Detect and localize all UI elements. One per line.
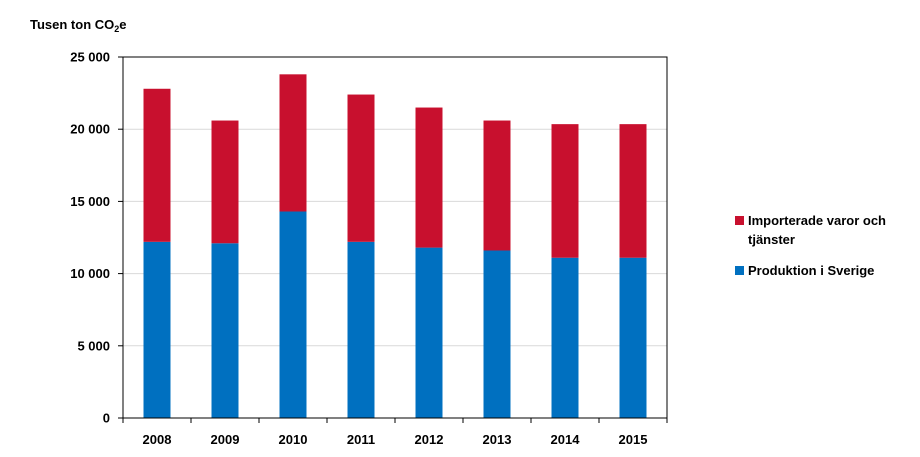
legend-label-production: Produktion i Sverige — [748, 263, 875, 278]
bar-production — [483, 250, 511, 418]
y-tick-labels: 0 5 000 10 000 15 000 20 000 25 000 — [70, 50, 110, 426]
x-tick-labels: 2008 2009 2010 2011 2012 2013 2014 2015 — [143, 432, 648, 447]
legend-item-import: Importerade varor och tjänster — [735, 211, 915, 249]
x-tick-label: 2015 — [619, 432, 648, 447]
y-axis-label-subscript: 2 — [114, 24, 119, 34]
bar-production — [143, 241, 171, 418]
y-axis-label-main: Tusen ton CO — [30, 17, 114, 32]
y-tick-label: 25 000 — [70, 50, 110, 65]
bar-production — [619, 257, 647, 418]
bar-production — [211, 243, 239, 418]
y-tick-label: 10 000 — [70, 266, 110, 281]
legend-label-import: Importerade varor och tjänster — [748, 213, 886, 247]
bar-import — [211, 120, 239, 244]
legend-swatch-import — [735, 216, 744, 225]
bar-import — [483, 120, 511, 251]
legend-swatch-production — [735, 266, 744, 275]
bar-import — [551, 124, 579, 258]
y-tick-label: 5 000 — [77, 338, 110, 353]
legend-item-production: Produktion i Sverige — [735, 261, 915, 280]
y-axis-label: Tusen ton CO2e — [30, 17, 127, 34]
bar-production — [347, 241, 375, 418]
bar-production — [415, 247, 443, 418]
bar-import — [279, 74, 307, 212]
y-tick-label: 15 000 — [70, 194, 110, 209]
x-tick-label: 2010 — [279, 432, 308, 447]
y-axis-label-suffix: e — [119, 17, 126, 32]
plot-border — [122, 56, 668, 419]
legend: Importerade varor och tjänster Produktio… — [735, 211, 915, 292]
x-tick-label: 2014 — [551, 432, 581, 447]
bars — [143, 74, 647, 418]
x-tick-label: 2011 — [347, 432, 375, 447]
x-tick-label: 2009 — [211, 432, 240, 447]
y-tick-label: 0 — [103, 411, 110, 426]
y-tick-label: 20 000 — [70, 122, 110, 137]
x-tick-label: 2012 — [415, 432, 444, 447]
bar-production — [279, 211, 307, 418]
bar-import — [347, 94, 375, 242]
bar-import — [619, 124, 647, 258]
axes — [118, 56, 668, 423]
x-tick-label: 2013 — [483, 432, 512, 447]
gridlines — [123, 56, 667, 347]
bar-import — [143, 88, 171, 242]
bar-import — [415, 107, 443, 248]
bar-production — [551, 257, 579, 418]
x-tick-label: 2008 — [143, 432, 172, 447]
